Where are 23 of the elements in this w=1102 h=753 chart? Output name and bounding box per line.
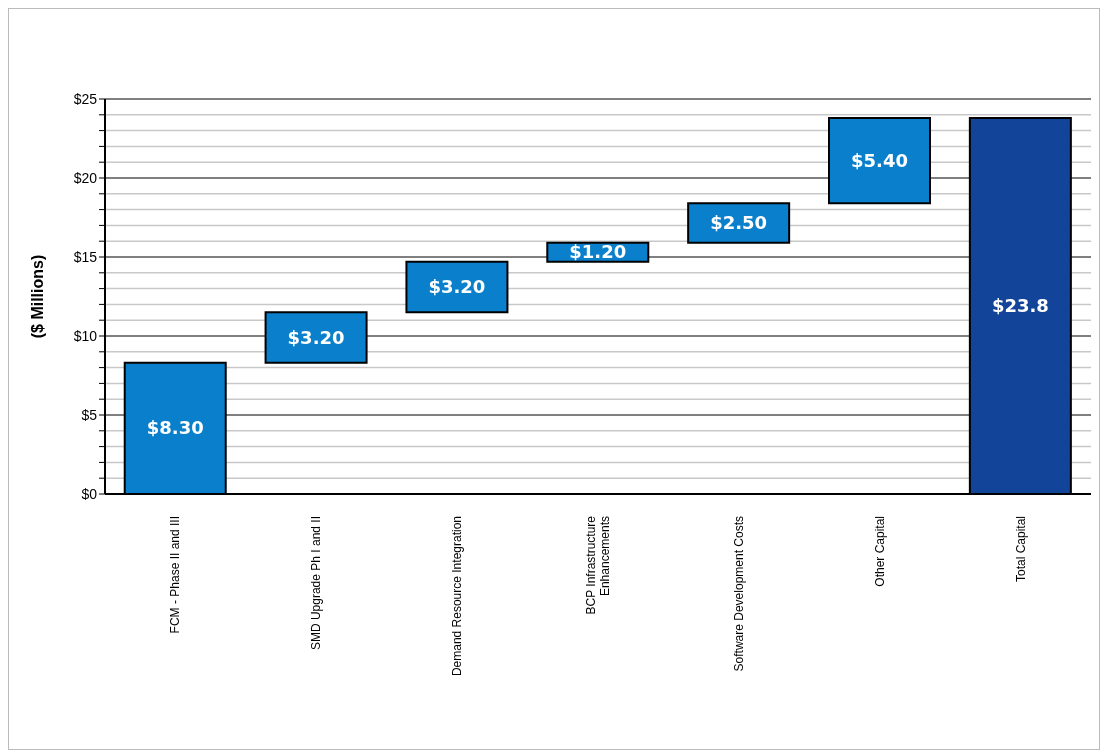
y-tick-label: $0 — [81, 485, 98, 502]
data-label: $1.20 — [569, 241, 627, 263]
y-tick-label: $20 — [73, 169, 98, 186]
data-label: $3.20 — [287, 326, 345, 348]
data-label: $5.40 — [851, 149, 908, 171]
x-tick-label: SMD Upgrade Ph I and II — [309, 516, 324, 651]
data-label: $3.20 — [428, 276, 486, 298]
bar — [405, 260, 509, 314]
x-tick-label: Other Capital — [872, 516, 887, 587]
x-tick-label: Software Development Costs — [731, 516, 746, 672]
y-tick-label: $25 — [73, 90, 98, 107]
x-tick-label: Demand Resource Integration — [450, 516, 465, 677]
data-label: $2.50 — [710, 212, 768, 234]
bar — [687, 202, 791, 244]
x-tick-label: BCP Infrastructure Enhancements — [584, 515, 612, 615]
x-tick-label: Total Capital — [1013, 516, 1028, 583]
data-label: $23.8 — [991, 294, 1049, 316]
y-axis-title: ($ Millions) — [28, 254, 46, 339]
y-tick-label: $10 — [73, 327, 98, 344]
x-tick-label: FCM - Phase II and III — [168, 516, 183, 634]
data-label: $8.30 — [146, 417, 204, 439]
y-tick-label: $5 — [81, 406, 98, 423]
y-tick-label: $15 — [73, 248, 98, 265]
